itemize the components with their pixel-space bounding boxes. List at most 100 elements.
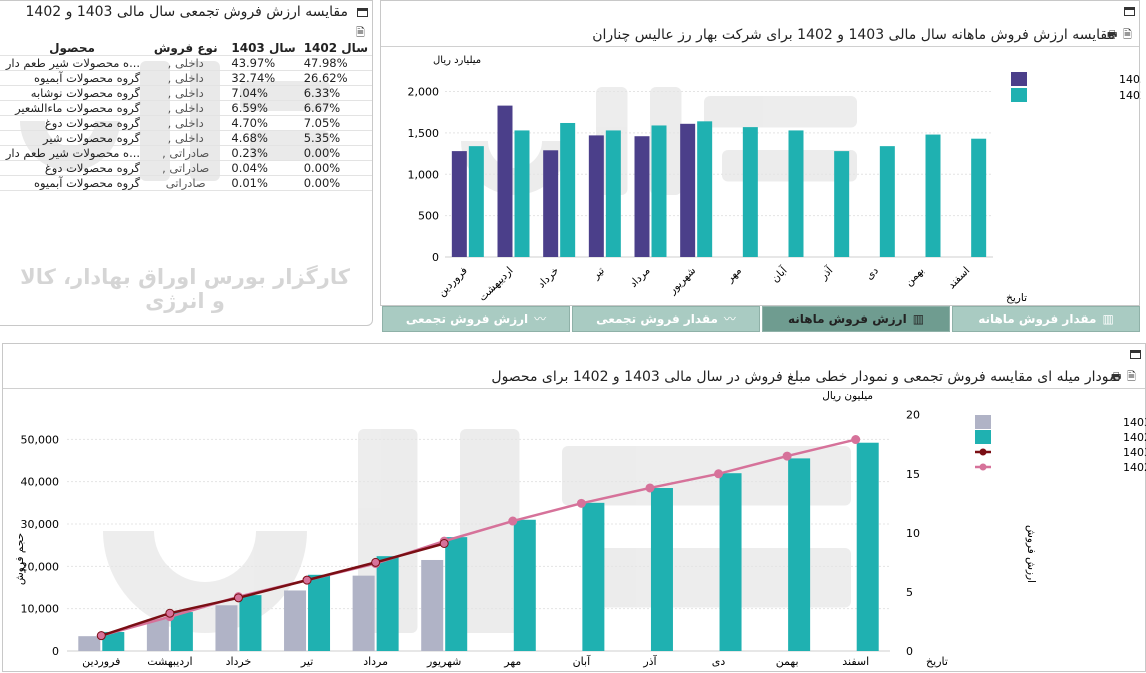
table-row[interactable]: 6.33% 7.04% داخلی , گروه محصولات نوشابه <box>0 85 372 101</box>
cell-sale-type: داخلی , <box>144 55 228 71</box>
y-right-tick-label: 5 <box>906 586 913 599</box>
x-tick-label: اسفند <box>842 655 869 668</box>
col-header-1402[interactable]: سال 1402 <box>299 41 372 56</box>
chart-tabs: ▥ مقدار فروش ماهانه ▥ ارزش فروش ماهانه 〰 مق… <box>380 306 1140 332</box>
x-tick-label: اسفند <box>946 265 973 292</box>
cell-product: گروه محصولات شیر <box>0 130 145 146</box>
tab-label: ارزش فروش تجمعی <box>405 312 529 326</box>
cell-sale-type: داخلی , <box>144 85 228 101</box>
monthly-chart-title: مقایسه ارزش فروش ماهانه سال مالی 1403 و … <box>381 24 1139 47</box>
bar <box>468 146 484 257</box>
legend-label: ارزش فروش تجمعی 1403 <box>1123 446 1146 459</box>
table-row[interactable]: 0.00% 0.04% صادراتی , گروه محصولات دوغ <box>0 160 372 176</box>
bar <box>971 138 987 257</box>
bar <box>560 122 576 258</box>
bar <box>445 537 468 651</box>
cell-1403: 0.04% <box>227 160 300 176</box>
bar <box>856 442 879 651</box>
y-right-tick-label: 15 <box>906 468 920 481</box>
bar <box>605 130 621 257</box>
cell-1402: 6.33% <box>299 85 372 101</box>
bar <box>284 590 307 651</box>
tab-label: مقدار فروش تجمعی <box>596 312 718 326</box>
cell-sale-type: صادراتی <box>144 175 228 191</box>
print-icon[interactable]: 🖶 <box>1111 370 1122 383</box>
table-row[interactable]: 47.98% 43.97% داخلی , ...ه محصولات شیر طعم … <box>0 55 372 71</box>
y-left-tick-label: 10,000 <box>21 603 60 616</box>
line-point <box>302 575 312 585</box>
cell-product: گروه محصولات ماءالشعیر <box>0 100 145 116</box>
maximize-icon[interactable] <box>1124 7 1135 16</box>
export-icon[interactable]: 🗎 <box>1123 28 1132 41</box>
legend-label: ارزش فروش تجمعی 1402 <box>1123 461 1146 474</box>
cell-product: گروه محصولات دوغ <box>0 115 145 131</box>
cell-1403: 4.70% <box>227 115 300 131</box>
table-row[interactable]: 6.67% 6.59% داخلی , گروه محصولات ماءالشعیر <box>0 100 372 116</box>
x-tick-label: اردیبهشت <box>477 265 516 304</box>
cell-sale-type: داخلی , <box>144 100 228 116</box>
bar <box>215 605 238 651</box>
cell-1402: 6.67% <box>299 100 372 116</box>
watermark-caption: کارگزار بورس اوراق بهادار، کالا و انرژی <box>20 265 350 313</box>
print-icon[interactable]: 🖶 <box>1107 28 1118 41</box>
table-row[interactable]: 5.35% 4.68% داخلی , گروه محصولات شیر <box>0 130 372 146</box>
bar <box>879 146 895 257</box>
legend-swatch <box>1011 88 1027 102</box>
legend-label: سال مالی 1402 <box>1119 89 1141 102</box>
x-tick-label: شهریور <box>666 265 698 297</box>
tab-label: ارزش فروش ماهانه <box>787 312 907 326</box>
y-left-tick-label: 40,000 <box>21 476 60 489</box>
y-left-tick-label: 0 <box>52 645 59 658</box>
tab-monthly-value[interactable]: ▥ ارزش فروش ماهانه <box>762 306 950 332</box>
table-row[interactable]: 7.05% 4.70% داخلی , گروه محصولات دوغ <box>0 115 372 131</box>
cumulative-chart-panel: نمودار میله ای مقایسه فروش تجمعی و نمودا… <box>2 343 1146 672</box>
export-icon[interactable]: 🗎 <box>356 26 365 39</box>
line-point <box>439 538 449 548</box>
line-point <box>233 593 243 603</box>
cell-1402: 5.35% <box>299 130 372 146</box>
tab-cumulative-value[interactable]: 〰 ارزش فروش تجمعی <box>382 306 570 332</box>
line-point <box>851 435 861 445</box>
bar <box>651 125 667 257</box>
cell-1403: 43.97% <box>227 55 300 71</box>
right-unit-label: میلیون ریال <box>822 390 873 402</box>
bar <box>421 559 444 651</box>
table-row[interactable]: 0.00% 0.23% صادراتی , ...ه محصولات شیر طعم … <box>0 145 372 161</box>
cell-product: گروه محصولات آبمیوه <box>0 70 145 86</box>
line-point <box>371 557 381 567</box>
table-row[interactable]: 0.00% 0.01% صادراتی گروه محصولات آبمیوه <box>0 175 372 191</box>
table-row[interactable]: 26.62% 32.74% داخلی , گروه محصولات آبمیوه <box>0 70 372 86</box>
cell-1403: 0.23% <box>227 145 300 161</box>
bar-chart-icon: ▥ <box>1102 312 1114 326</box>
table-panel-title: مقایسه ارزش فروش تجمعی سال مالی 1403 و 1… <box>0 1 372 23</box>
bar <box>352 575 375 651</box>
cell-product: ...ه محصولات شیر طعم دار <box>0 145 145 161</box>
cell-1403: 32.74% <box>227 70 300 86</box>
bar <box>376 556 399 651</box>
table-panel: مقایسه ارزش فروش تجمعی سال مالی 1403 و 1… <box>0 0 373 326</box>
col-header-sale-type[interactable]: نوع فروش <box>144 41 228 56</box>
cell-1403: 7.04% <box>227 85 300 101</box>
bar <box>788 458 811 651</box>
line-point <box>782 451 792 461</box>
y-tick-label: 1,500 <box>408 127 440 140</box>
maximize-icon[interactable] <box>1130 350 1141 359</box>
y-left-tick-label: 20,000 <box>21 560 60 573</box>
bar <box>102 631 125 651</box>
cell-product: گروه محصولات نوشابه <box>0 85 145 101</box>
bar <box>742 127 758 257</box>
bar <box>78 636 101 651</box>
col-header-product[interactable]: محصول <box>0 41 145 56</box>
tab-monthly-quantity[interactable]: ▥ مقدار فروش ماهانه <box>952 306 1140 332</box>
col-header-1403[interactable]: سال 1403 <box>227 41 300 56</box>
tab-cumulative-quantity[interactable]: 〰 مقدار فروش تجمعی <box>572 306 760 332</box>
maximize-icon[interactable] <box>357 8 368 17</box>
bar <box>239 595 262 651</box>
export-icon[interactable]: 🗎 <box>1127 370 1136 383</box>
y-right-tick-label: 20 <box>906 409 920 422</box>
bar <box>834 151 850 257</box>
line-point <box>714 469 724 479</box>
y-right-axis-label: ارزش فروش <box>1025 525 1037 583</box>
table-header-row: سال 1402 سال 1403 نوع فروش محصول <box>0 41 372 56</box>
